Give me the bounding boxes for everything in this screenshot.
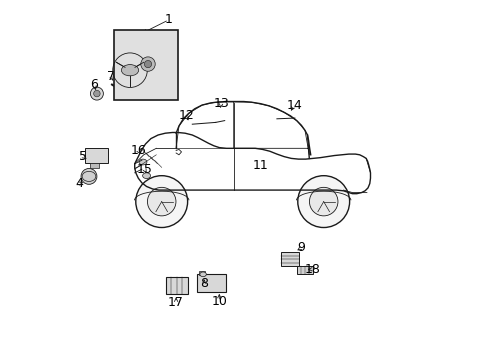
Circle shape [114, 85, 121, 92]
Circle shape [147, 187, 176, 216]
Bar [197, 274, 226, 292]
Text: 11: 11 [252, 159, 268, 172]
Text: 10: 10 [211, 295, 227, 308]
Bar [280, 252, 299, 266]
Text: 3: 3 [144, 47, 152, 60]
Circle shape [124, 65, 135, 75]
Bar [199, 271, 205, 275]
Text: 18: 18 [304, 263, 320, 276]
Text: 9: 9 [297, 241, 305, 254]
Ellipse shape [139, 159, 146, 165]
Text: 12: 12 [178, 109, 194, 122]
Text: 7: 7 [107, 70, 115, 83]
Text: 16: 16 [130, 144, 146, 157]
Bar [85, 148, 107, 163]
Ellipse shape [200, 272, 206, 276]
Text: 8: 8 [200, 277, 208, 290]
Ellipse shape [121, 64, 139, 76]
Circle shape [297, 176, 349, 228]
Text: 4: 4 [75, 177, 82, 190]
Circle shape [136, 176, 187, 228]
Circle shape [141, 57, 155, 71]
Text: 5: 5 [79, 150, 87, 163]
Text: 15: 15 [136, 163, 152, 176]
Circle shape [309, 187, 337, 216]
Text: 2: 2 [117, 54, 125, 67]
Text: 17: 17 [168, 296, 183, 309]
Text: 13: 13 [213, 97, 228, 110]
Bar [90, 163, 99, 168]
Bar [114, 30, 178, 100]
Circle shape [90, 87, 103, 100]
Ellipse shape [142, 173, 150, 179]
Bar [296, 266, 312, 274]
Circle shape [144, 60, 151, 68]
Bar [166, 277, 187, 294]
Text: 14: 14 [285, 99, 302, 112]
Text: 1: 1 [164, 13, 172, 26]
Circle shape [81, 168, 97, 184]
Text: 6: 6 [90, 78, 98, 91]
Circle shape [94, 90, 100, 97]
